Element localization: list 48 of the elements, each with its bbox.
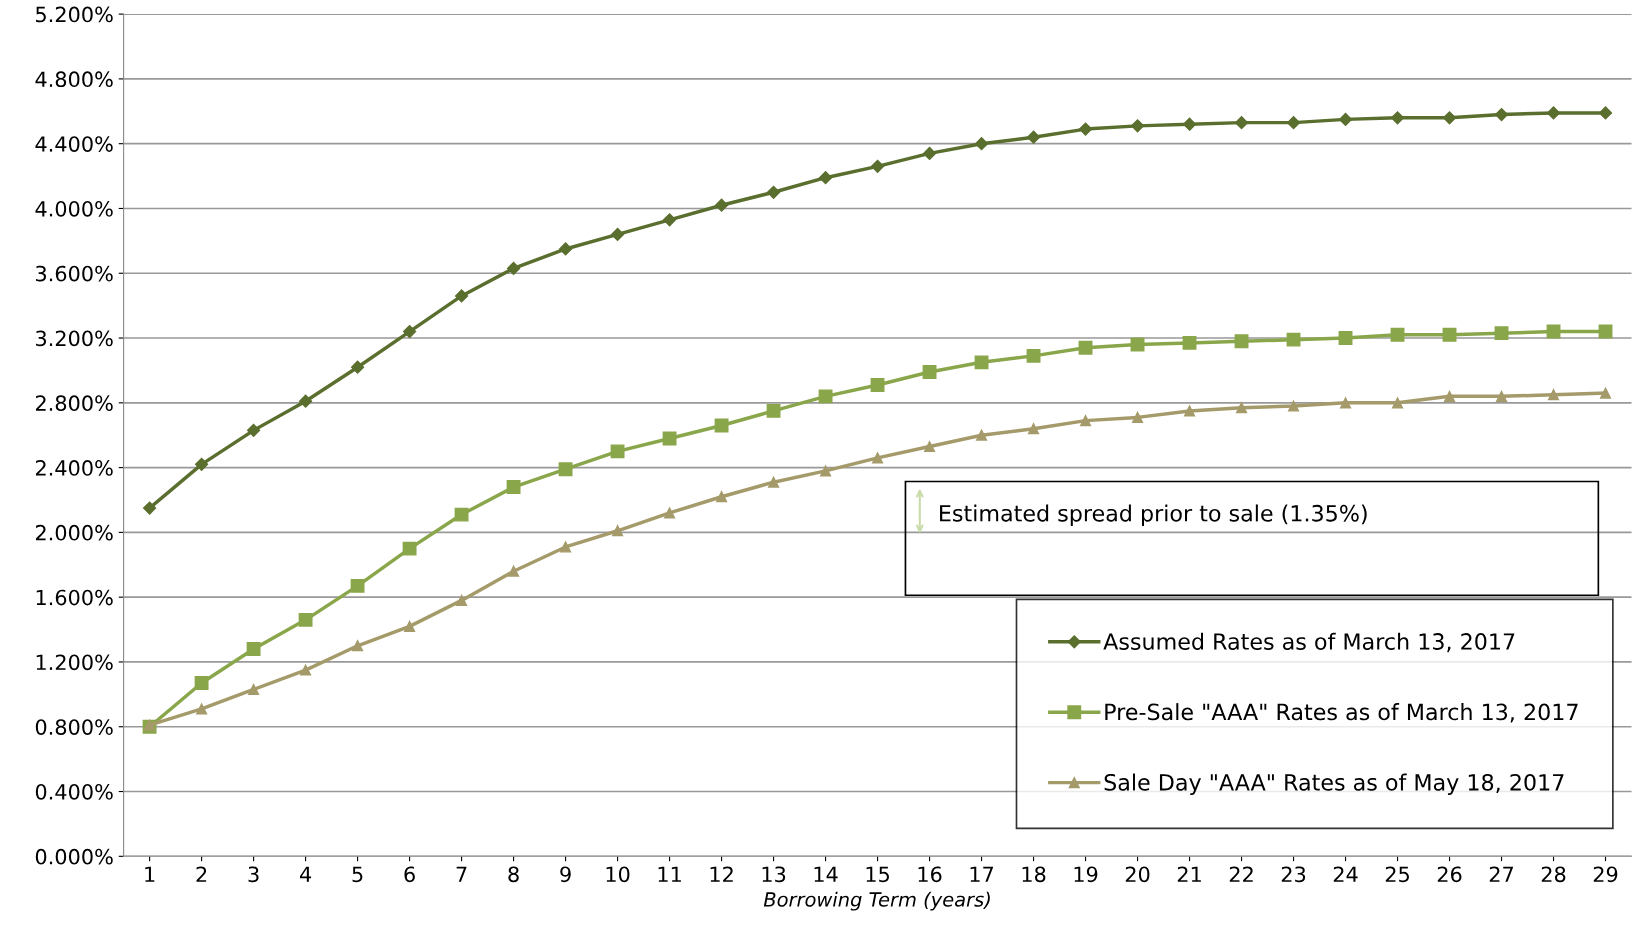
x-tick-label: 18 <box>1022 866 1046 883</box>
y-tick-label: 4.400% <box>35 136 113 152</box>
y-tick-label: 0.800% <box>35 719 113 735</box>
x-tick-label: 25 <box>1385 866 1409 883</box>
x-tick-label: 2 <box>196 866 207 882</box>
x-tick-label: 9 <box>560 866 571 883</box>
y-tick-label: 2.000% <box>35 524 113 541</box>
x-tick-label: 1 <box>145 866 155 882</box>
x-axis-title: Borrowing Term (years) <box>763 891 990 911</box>
x-tick-label: 11 <box>658 866 681 882</box>
x-tick-label: 4 <box>299 866 312 882</box>
x-tick-label: 13 <box>762 866 786 883</box>
y-tick-label: 4.800% <box>35 71 113 88</box>
y-tick-label: 0.000% <box>35 848 113 865</box>
y-tick-label: 2.400% <box>35 460 113 476</box>
x-tick-label: 6 <box>404 866 415 883</box>
y-tick-label: 0.400% <box>35 783 113 800</box>
x-tick-label: 17 <box>970 866 994 882</box>
y-tick-label: 3.200% <box>36 330 113 347</box>
x-tick-label: 16 <box>918 866 942 883</box>
x-tick-label: 26 <box>1437 866 1462 883</box>
legend-label: Pre-Sale "AAA" Rates as of March 13, 2017 <box>1105 703 1578 723</box>
legend-label: Assumed Rates as of March 13, 2017 <box>1103 632 1515 653</box>
legend-label: Sale Day "AAA" Rates as of May 18, 2017 <box>1104 773 1564 796</box>
x-tick-label: 7 <box>456 866 467 882</box>
y-tick-label: 1.200% <box>36 654 113 671</box>
x-tick-label: 3 <box>248 866 259 883</box>
x-tick-label: 29 <box>1593 866 1618 883</box>
x-tick-label: 10 <box>606 866 630 883</box>
x-tick-label: 23 <box>1281 866 1306 883</box>
y-tick-label: 3.600% <box>36 265 113 282</box>
y-tick-label: 1.600% <box>36 589 113 606</box>
x-tick-label: 19 <box>1074 866 1098 883</box>
x-tick-label: 8 <box>508 866 519 883</box>
y-tick-label: 5.200% <box>36 6 113 23</box>
x-tick-label: 20 <box>1125 866 1150 883</box>
y-tick-label: 2.800% <box>35 395 113 412</box>
x-tick-label: 21 <box>1177 866 1201 882</box>
annotation: Estimated spread prior to sale (1.35%) <box>940 504 1367 526</box>
x-tick-label: 14 <box>814 866 838 882</box>
x-tick-label: 28 <box>1541 866 1566 883</box>
x-tick-label: 15 <box>866 866 889 883</box>
y-tick-label: 4.000% <box>35 200 113 217</box>
x-tick-label: 5 <box>352 866 363 883</box>
x-tick-label: 12 <box>710 866 733 882</box>
x-tick-label: 27 <box>1489 866 1513 882</box>
x-tick-label: 24 <box>1333 866 1358 882</box>
x-tick-label: 22 <box>1229 866 1253 882</box>
